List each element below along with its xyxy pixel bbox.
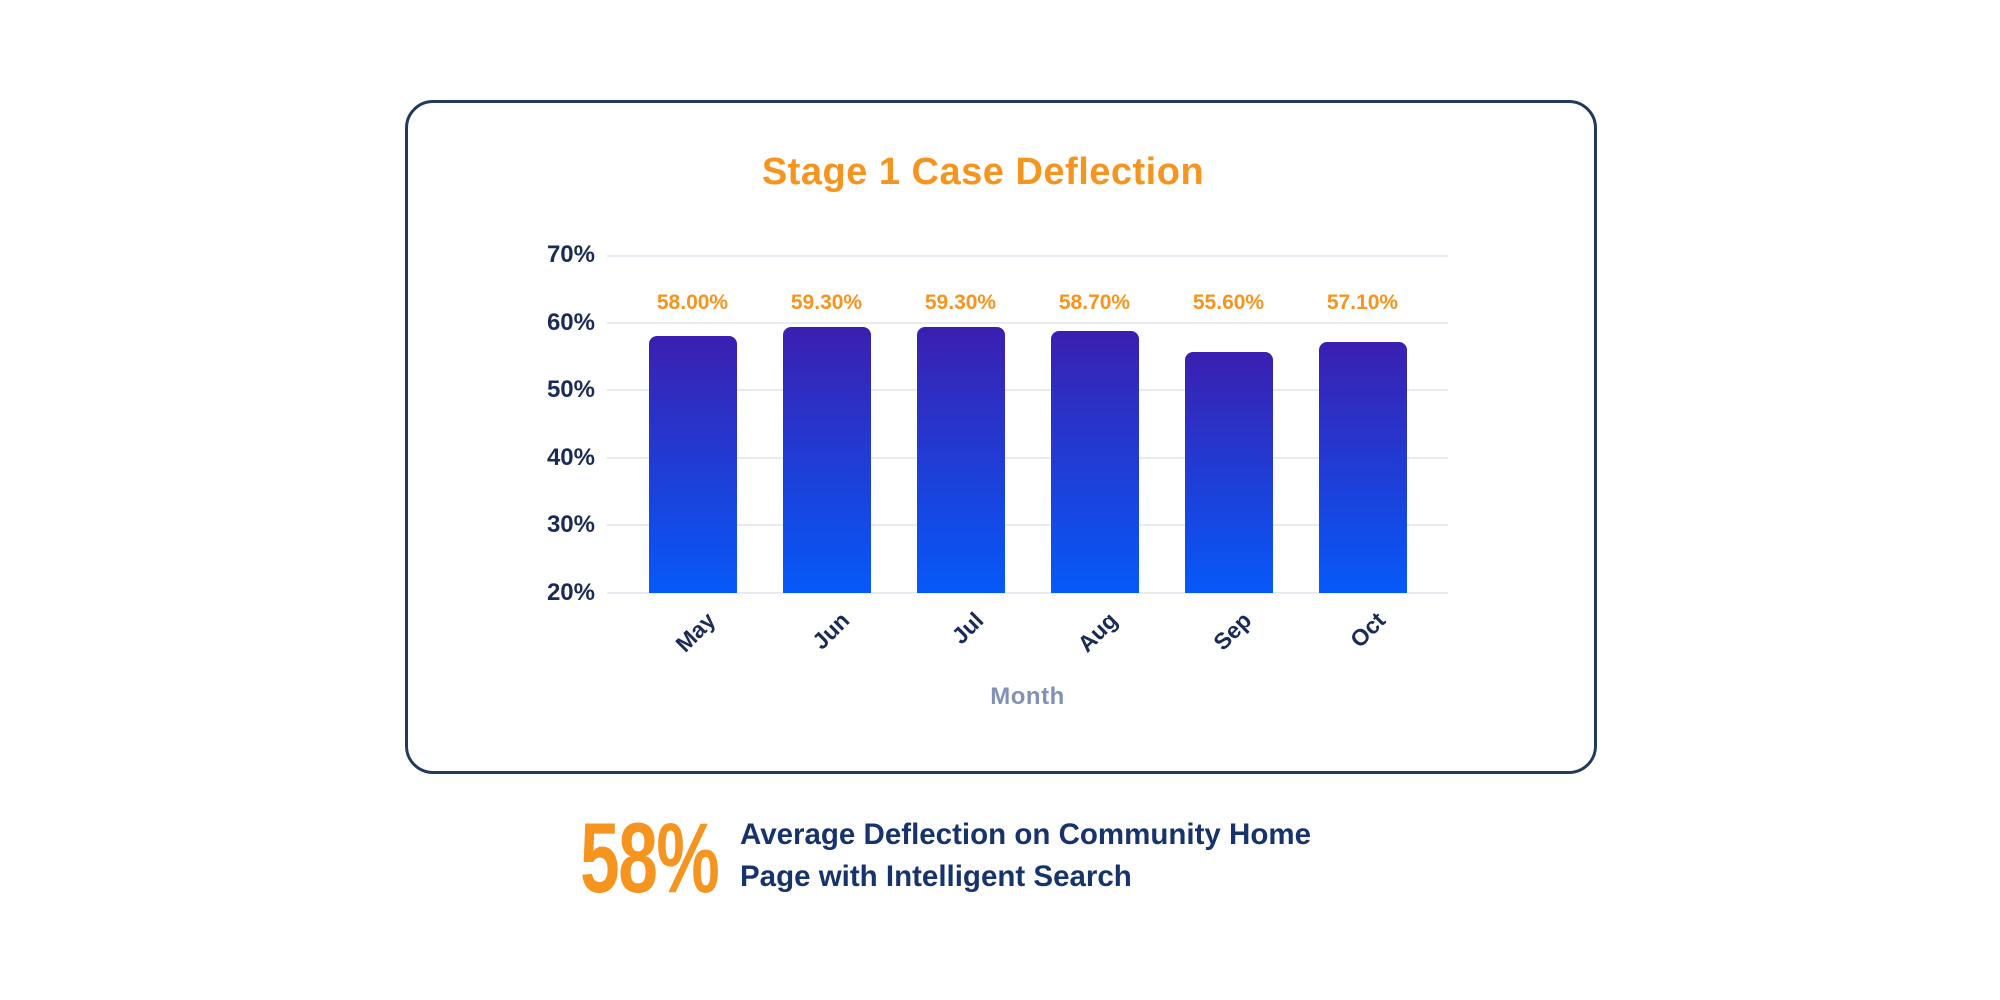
- bar-Aug: [1050, 331, 1139, 593]
- y-tick-label-50%: 50%: [546, 376, 595, 404]
- stat-description-line-1: Average Deflection on Community Home: [740, 818, 1311, 851]
- x-tick-label-Jul: Jul: [945, 607, 988, 649]
- gridline-70%: [607, 255, 1448, 257]
- chart-card: Stage 1 Case Deflection 58.00% May 59.30% J…: [405, 100, 1597, 774]
- bar-value-label-Oct: 57.10%: [1326, 291, 1399, 314]
- stat-value: 58%: [580, 802, 720, 913]
- bar-Jul: [916, 327, 1005, 593]
- gridline-20%: [607, 592, 1448, 594]
- bar-value-label-Jul: 59.30%: [924, 291, 997, 314]
- gridline-60%: [607, 321, 1448, 324]
- x-tick-label-Sep: Sep: [1207, 607, 1256, 656]
- x-axis-title: Month: [990, 683, 1065, 710]
- bar-May: [648, 336, 737, 593]
- y-tick-label-30%: 30%: [546, 511, 595, 539]
- y-tick-label-70%: 70%: [546, 241, 595, 268]
- y-tick-label-20%: 20%: [546, 579, 595, 606]
- stat-description-line-2: Page with Intelligent Search: [740, 860, 1132, 893]
- bar-Jun: [782, 327, 871, 593]
- stat-value-wrap: 58%: [580, 808, 720, 907]
- gridline-50%: [607, 389, 1448, 392]
- stat-description: Average Deflection on Community Home Pag…: [740, 812, 1311, 898]
- chart-title: Stage 1 Case Deflection: [761, 151, 1205, 193]
- x-tick-label-Jun: Jun: [806, 607, 854, 655]
- bar-value-label-Aug: 58.70%: [1058, 291, 1131, 314]
- bar-value-label-Jun: 59.30%: [790, 291, 863, 314]
- gridline-40%: [607, 456, 1448, 459]
- y-tick-label-40%: 40%: [546, 443, 595, 471]
- x-tick-label-May: May: [669, 607, 720, 658]
- gridline-30%: [607, 524, 1448, 527]
- bar-value-label-May: 58.00%: [656, 291, 729, 314]
- bar-Sep: [1184, 352, 1273, 593]
- x-tick-label-Aug: Aug: [1071, 607, 1122, 658]
- bar-Oct: [1318, 342, 1407, 593]
- stat-callout: 58% Average Deflection on Community Home…: [580, 808, 1311, 907]
- plot-area: 58.00% May 59.30% Jun 59.30% Jul 58.70% Aug 55.6…: [607, 255, 1448, 657]
- x-tick-label-Oct: Oct: [1344, 607, 1390, 653]
- bar-value-label-Sep: 55.60%: [1192, 291, 1265, 314]
- y-tick-label-60%: 60%: [546, 308, 595, 336]
